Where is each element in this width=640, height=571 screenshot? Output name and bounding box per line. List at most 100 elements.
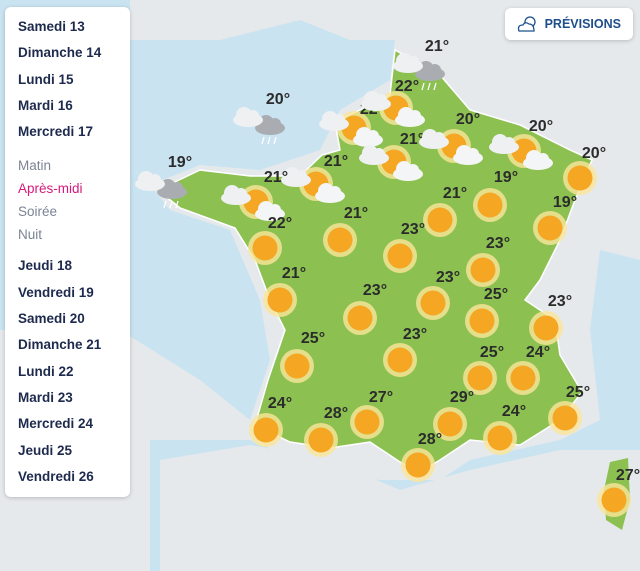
temperature: 21°	[264, 169, 288, 186]
temperature: 23°	[436, 269, 460, 286]
sun	[469, 308, 495, 334]
sun	[467, 365, 493, 391]
temperature: 22°	[268, 215, 292, 232]
day-item[interactable]: Dimanche 21	[18, 337, 102, 353]
day-item[interactable]: Vendredi 26	[18, 468, 94, 484]
temperature: 20°	[456, 111, 480, 128]
weather-icon	[419, 129, 483, 165]
weather-icon	[401, 448, 435, 482]
rain	[267, 136, 271, 145]
temperature: 24°	[268, 395, 292, 412]
day-item[interactable]: Samedi 13	[18, 19, 85, 34]
temperature: 23°	[486, 235, 510, 252]
cloud	[295, 170, 307, 182]
weather-icon	[319, 111, 383, 147]
rain	[427, 82, 431, 91]
cloud	[269, 204, 281, 216]
day-item[interactable]: Mercredi 24	[18, 416, 94, 432]
sun	[347, 305, 373, 331]
sun	[252, 235, 278, 261]
temperature: 19°	[553, 194, 577, 211]
weather-icon	[533, 211, 567, 245]
temperature: 21°	[400, 131, 424, 148]
temperature: 21°	[282, 265, 306, 282]
temperature: 28°	[324, 405, 348, 422]
forecast-button[interactable]: PRÉVISIONS	[505, 8, 633, 40]
weather-icon	[281, 167, 345, 203]
day-item[interactable]: Mardi 23	[18, 389, 73, 405]
button-label: PRÉVISIONS	[544, 17, 621, 31]
weather-icon	[359, 145, 423, 181]
weather-icon	[393, 53, 445, 91]
sun	[327, 227, 353, 253]
day-item[interactable]: Vendredi 19	[18, 284, 94, 300]
temperature: 21°	[344, 205, 368, 222]
weather-icon	[323, 223, 357, 257]
weather-icon	[304, 423, 338, 457]
temperature: 23°	[403, 326, 427, 343]
cloud	[329, 186, 341, 198]
sun	[487, 425, 513, 451]
day-item[interactable]: Mardi 16	[18, 97, 73, 113]
weather-icon	[506, 361, 540, 395]
sun	[601, 487, 627, 513]
temperature: 25°	[566, 384, 590, 401]
weather-icon	[361, 91, 425, 127]
temperature: 19°	[494, 169, 518, 186]
day-item[interactable]: Jeudi 25	[18, 442, 73, 458]
weather-icon	[248, 231, 282, 265]
temperature: 21°	[324, 153, 348, 170]
button-icon	[517, 16, 536, 32]
period-item[interactable]: Nuit	[18, 227, 43, 243]
weather-icon	[416, 286, 450, 320]
sun	[567, 165, 593, 191]
day-item[interactable]: Lundi 15	[18, 71, 74, 87]
day-item[interactable]: Mercredi 17	[18, 124, 94, 140]
sun	[253, 417, 279, 443]
weather-icon	[465, 304, 499, 338]
land-south	[160, 445, 640, 571]
weather-icon	[423, 203, 457, 237]
weather-icon	[383, 239, 417, 273]
sun	[533, 315, 559, 341]
period-item[interactable]: Matin	[18, 158, 52, 174]
cloud	[247, 110, 259, 122]
day-item[interactable]: Dimanche 14	[18, 45, 102, 61]
day-item[interactable]: Jeudi 18	[18, 258, 73, 274]
weather-icon	[463, 361, 497, 395]
temperature: 25°	[484, 286, 508, 303]
weather-icon	[466, 253, 500, 287]
cloud	[333, 114, 345, 126]
rain	[169, 200, 173, 209]
sun	[537, 215, 563, 241]
rain	[273, 136, 277, 145]
cloud	[407, 164, 419, 176]
spacer	[18, 250, 130, 258]
sun	[427, 207, 453, 233]
day-item[interactable]: Lundi 22	[18, 363, 74, 379]
period-item[interactable]: Soirée	[18, 204, 58, 220]
temperature: 29°	[450, 389, 474, 406]
sun	[387, 243, 413, 269]
sun	[308, 427, 334, 453]
cloud	[433, 132, 445, 144]
temperature: 20°	[266, 91, 290, 108]
temperature: 19°	[168, 154, 192, 171]
sun	[420, 290, 446, 316]
weather-icon	[483, 421, 517, 455]
cloud	[429, 64, 441, 76]
sun	[470, 257, 496, 283]
cloud	[367, 130, 379, 142]
weather-icon	[548, 401, 582, 435]
cloud	[235, 188, 247, 200]
weather-icon	[350, 405, 384, 439]
rain	[261, 136, 265, 145]
period-item[interactable]: Après-midi	[18, 181, 83, 197]
sun	[387, 347, 413, 373]
weather-icon	[343, 301, 377, 335]
weather-icon	[529, 311, 563, 345]
temperature: 27°	[616, 467, 640, 484]
day-item[interactable]: Samedi 20	[18, 311, 85, 327]
temperature: 23°	[363, 282, 387, 299]
